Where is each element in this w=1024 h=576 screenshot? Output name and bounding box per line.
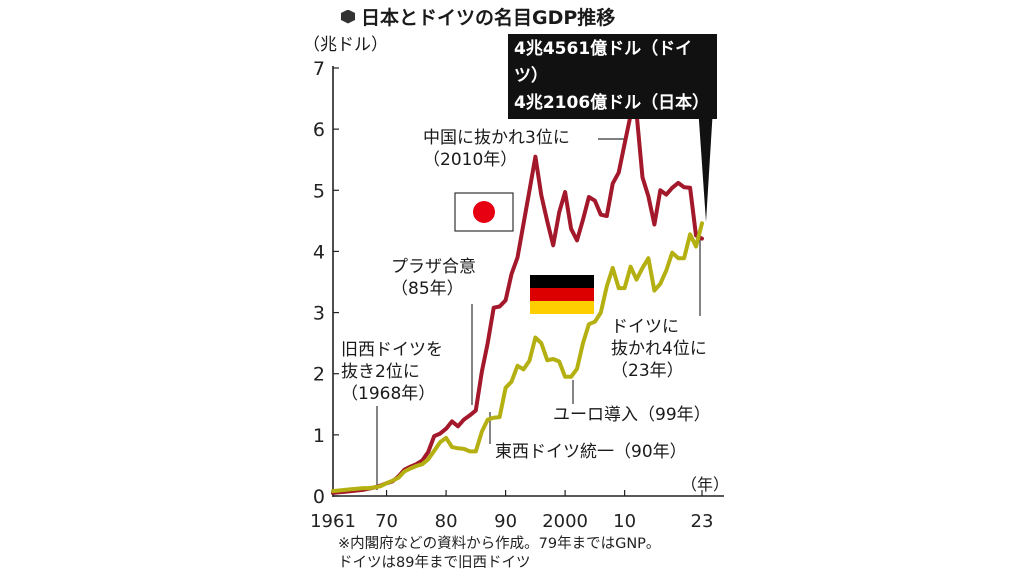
- latest-values-callout: 4兆4561億ドル（ドイツ） 4兆2106億ドル（日本）: [508, 34, 717, 119]
- chart-series: [331, 110, 704, 495]
- x-tick-label: 2000: [542, 511, 588, 532]
- y-tick-label: 5: [313, 180, 325, 202]
- source-note: ※内閣府などの資料から作成。79年まではGNP。 ドイツは89年まで旧西ドイツ: [338, 536, 661, 571]
- title-block: 日本とドイツの名目GDP推移: [341, 3, 615, 30]
- y-tick-label: 1: [313, 425, 325, 447]
- cube-icon: [341, 9, 355, 24]
- y-tick-label: 3: [313, 303, 325, 325]
- y-tick-label: 0: [313, 486, 325, 508]
- callout-pointer: [697, 92, 714, 222]
- x-tick-label: 23: [691, 511, 714, 532]
- annotation-reunification: 東西ドイツ統一（90年）: [495, 442, 687, 462]
- annotation-euro-intro: ユーロ導入（99年）: [553, 405, 711, 425]
- x-tick-label: 80: [435, 511, 458, 532]
- x-axis-unit-label: （年）: [681, 475, 730, 494]
- annotation-leaders: [376, 92, 714, 490]
- x-tick-label: 70: [375, 511, 398, 532]
- japan-value-label: 4兆2106億ドル（日本）: [514, 93, 710, 113]
- x-tick-label: 1961: [310, 511, 356, 532]
- germany-value-label: 4兆4561億ドル（ドイツ）: [514, 39, 693, 86]
- annotation-surpass-west-germany: 旧西ドイツを 抜き2位に （1968年）: [341, 340, 443, 404]
- germany-gdp-line: [331, 221, 704, 494]
- y-tick-label: 2: [313, 364, 325, 386]
- y-tick-label: 4: [313, 241, 325, 263]
- y-tick-label: 7: [313, 58, 325, 80]
- y-axis-unit-label: （兆ドル）: [303, 35, 388, 55]
- x-tick-label: 10: [613, 511, 636, 532]
- japan-flag-icon: [454, 192, 514, 232]
- chart-flags: [454, 192, 594, 314]
- annotation-passed-by-china: 中国に抜かれ3位に （2010年）: [423, 128, 570, 170]
- annotation-passed-by-germany: ドイツに 抜かれ4位に （23年）: [611, 317, 707, 381]
- germany-flag-icon: [530, 275, 594, 314]
- annotation-plaza-accord: プラザ合意 （85年）: [391, 257, 476, 299]
- chart-title: 日本とドイツの名目GDP推移: [361, 7, 616, 29]
- y-tick-label: 6: [313, 119, 325, 141]
- x-tick-label: 90: [494, 511, 517, 532]
